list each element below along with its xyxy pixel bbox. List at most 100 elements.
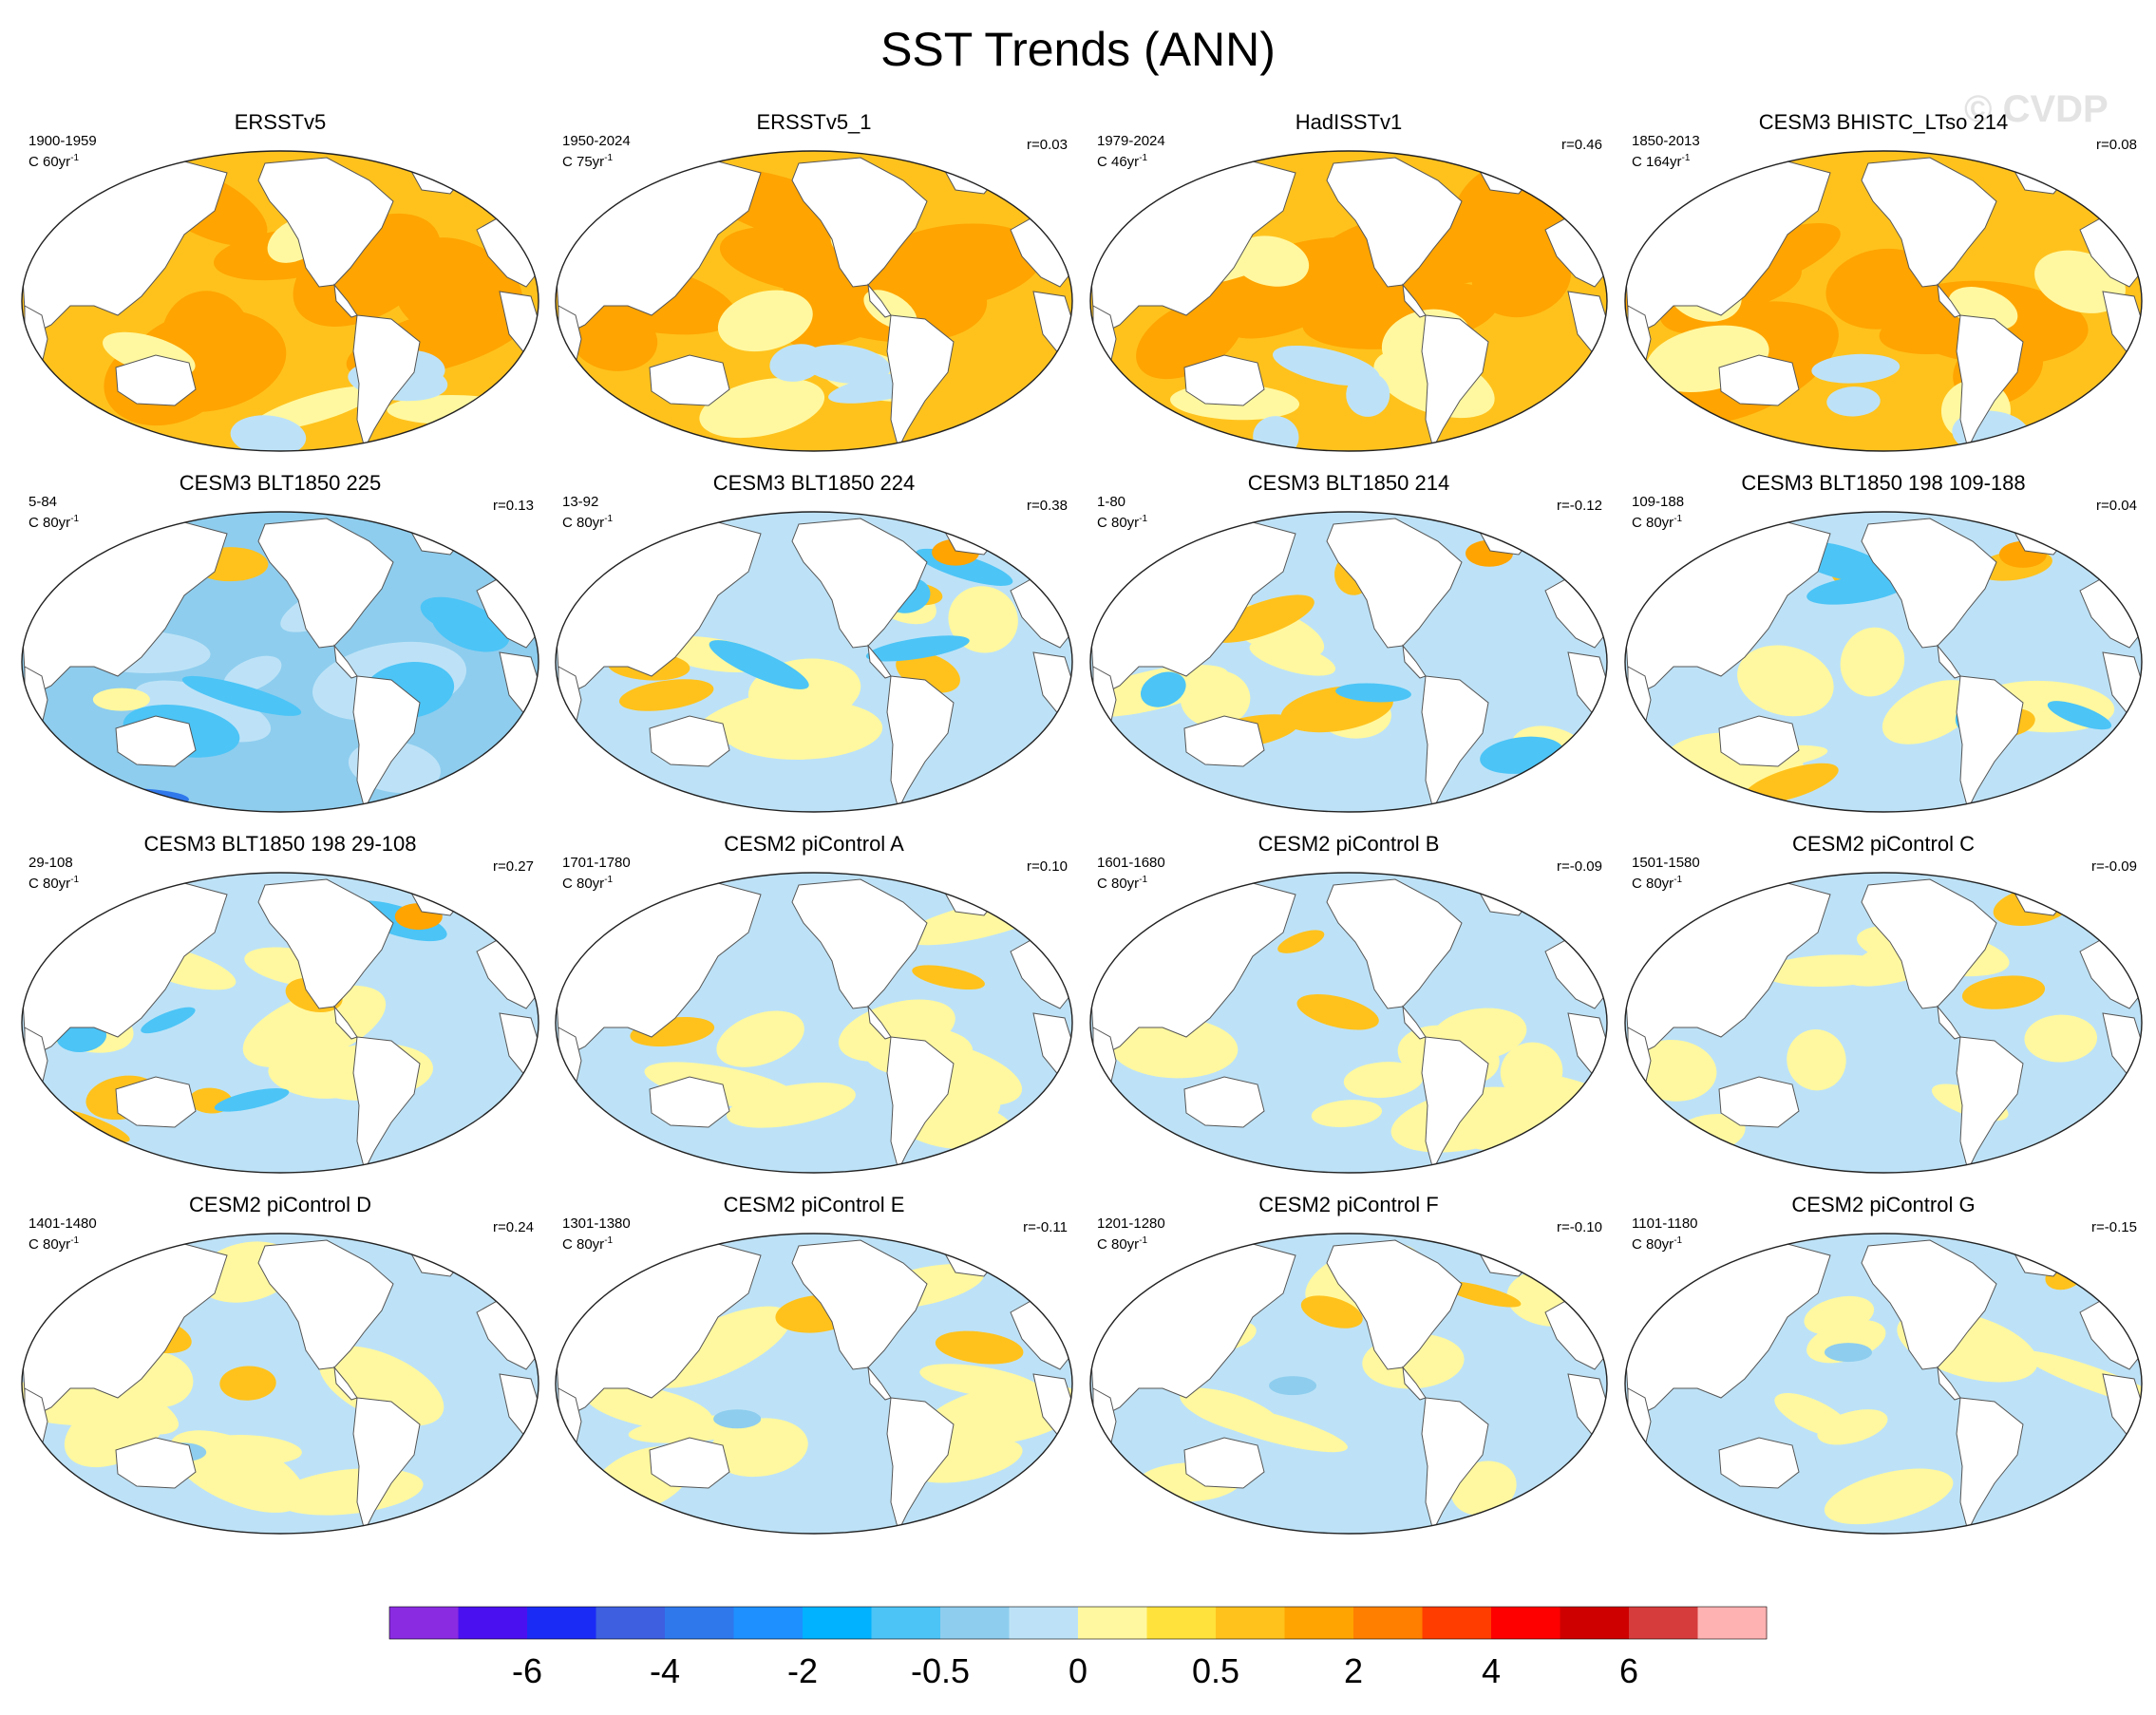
map-outline — [1624, 872, 2143, 1174]
map-outline — [21, 1233, 539, 1535]
map-panel: CESM3 BHISTC_LTso 214 1850-2013 C 164yr-1 r… — [1617, 110, 2150, 473]
panel-correlation: r=-0.15 — [2091, 1219, 2137, 1235]
trend-contour — [1273, 345, 1380, 386]
landmass — [1718, 1076, 1800, 1128]
map-panel: CESM2 piControl B 1601-1680 C 80yr-1 r=-0.0… — [1082, 832, 1616, 1195]
panel-units-text: C 80yr — [562, 1236, 605, 1253]
panel-units-exponent: -1 — [70, 514, 80, 524]
map-panel: HadISSTv1 1979-2024 C 46yr-1 r=0.46 — [1082, 110, 1616, 473]
colorbar-swatch — [1560, 1607, 1630, 1639]
landmass — [886, 1036, 955, 1172]
colorbar-swatch — [1146, 1607, 1217, 1639]
landmass — [115, 1437, 197, 1489]
colorbar-labels: -6 -4 -2 -0.5 0 0.5 2 4 6 — [0, 1652, 2156, 1700]
colorbar-swatch — [389, 1607, 459, 1639]
panel-years: 1950-2024 — [562, 133, 631, 149]
sst-trend-map — [1624, 150, 2143, 452]
trend-contour — [1199, 1404, 1348, 1453]
colorbar-swatch — [458, 1607, 528, 1639]
landmass — [352, 675, 421, 811]
trend-contour — [935, 1330, 1024, 1365]
trend-contour — [1409, 190, 1588, 284]
panel-units-exponent: -1 — [1139, 1235, 1148, 1246]
panel-units-exponent: -1 — [604, 1235, 614, 1246]
panel-units-exponent: -1 — [1681, 153, 1691, 163]
trend-contour — [1346, 372, 1390, 417]
sst-trend-map — [1089, 511, 1608, 813]
landmass — [1937, 1005, 1961, 1040]
panel-units-exponent: -1 — [70, 875, 80, 885]
map-panel: ERSSTv5_1 1950-2024 C 75yr-1 r=0.03 — [547, 110, 1081, 473]
trend-contour — [694, 684, 857, 745]
panel-units: C 80yr-1 — [1097, 1233, 1147, 1253]
landmass — [352, 1036, 421, 1172]
landmass — [649, 715, 730, 767]
panel-years: 29-108 — [28, 855, 73, 871]
colorbar-tick-label: -2 — [786, 1651, 819, 1690]
colorbar-swatch — [733, 1607, 804, 1639]
sst-trend-map — [1089, 1233, 1608, 1535]
landmass — [115, 354, 197, 406]
map-panel: CESM3 BLT1850 224 13-92 C 80yr-1 r=0.38 — [547, 471, 1081, 834]
landmass — [867, 283, 892, 318]
panel-correlation: r=0.03 — [1027, 137, 1068, 153]
trend-contour — [1343, 1062, 1424, 1099]
trend-contour — [242, 985, 387, 1068]
trend-contour — [717, 290, 813, 352]
landmass — [867, 1005, 892, 1040]
panel-years: 13-92 — [562, 494, 599, 510]
sst-trend-map — [21, 1233, 539, 1535]
trend-contour — [1249, 640, 1336, 676]
landmass — [649, 1076, 730, 1128]
trend-contour — [55, 787, 189, 811]
panel-correlation: r=-0.11 — [1023, 1219, 1068, 1235]
colorbar-swatch — [1353, 1607, 1423, 1639]
landmass — [1956, 314, 2024, 450]
colorbar-swatch — [1422, 1607, 1492, 1639]
landmass — [352, 314, 421, 450]
sst-trend-map — [555, 511, 1073, 813]
trend-contour — [1210, 594, 1314, 643]
panel-units: C 80yr-1 — [1097, 872, 1147, 892]
panel-units: C 60yr-1 — [28, 150, 79, 170]
trend-contour — [1761, 954, 1901, 987]
trend-contour — [1737, 645, 1834, 717]
panel-years: 1701-1780 — [562, 855, 631, 871]
panel-correlation: r=-0.12 — [1557, 498, 1602, 514]
colorbar-swatch — [1078, 1607, 1147, 1639]
trend-contour — [1743, 763, 1839, 804]
trend-contour — [919, 1364, 1041, 1399]
landmass — [867, 644, 892, 679]
trend-contour — [1787, 1029, 1846, 1091]
trend-contour — [1233, 236, 1310, 287]
landmass — [1402, 1366, 1427, 1401]
map-panel: CESM3 BLT1850 198 29-108 29-108 C 80yr-1 r=… — [13, 832, 547, 1195]
trend-contour — [865, 635, 970, 662]
landmass — [1183, 1076, 1265, 1128]
landmass — [1718, 354, 1800, 406]
panel-units: C 80yr-1 — [562, 511, 613, 531]
panel-units-exponent: -1 — [1674, 875, 1683, 885]
landmass — [1956, 675, 2024, 811]
colorbar-tick-label: 0 — [1068, 1651, 1088, 1690]
map-panel: CESM2 piControl E 1301-1380 C 80yr-1 r=-0.1… — [547, 1193, 1081, 1555]
panel-units: C 80yr-1 — [562, 872, 613, 892]
trend-contour — [181, 675, 302, 716]
colorbar-swatch — [1629, 1607, 1698, 1639]
trend-contour — [801, 345, 891, 385]
trend-contour — [912, 965, 985, 990]
map-outline — [21, 872, 539, 1174]
panel-units-exponent: -1 — [1674, 1235, 1683, 1246]
panel-correlation: r=0.13 — [493, 498, 534, 514]
sst-trend-map — [1089, 150, 1608, 452]
landmass — [886, 314, 955, 450]
sst-trend-map — [1624, 511, 2143, 813]
panel-units-text: C 80yr — [1632, 515, 1674, 531]
panel-units-exponent: -1 — [70, 153, 80, 163]
trend-contour — [1296, 994, 1379, 1030]
trend-contour — [1311, 1100, 1383, 1127]
landmass — [1718, 715, 1800, 767]
colorbar-tick-label: 2 — [1343, 1651, 1364, 1690]
panel-title: CESM3 BLT1850 198 109-188 — [1741, 471, 2026, 495]
panel-title: CESM2 piControl D — [189, 1193, 371, 1216]
